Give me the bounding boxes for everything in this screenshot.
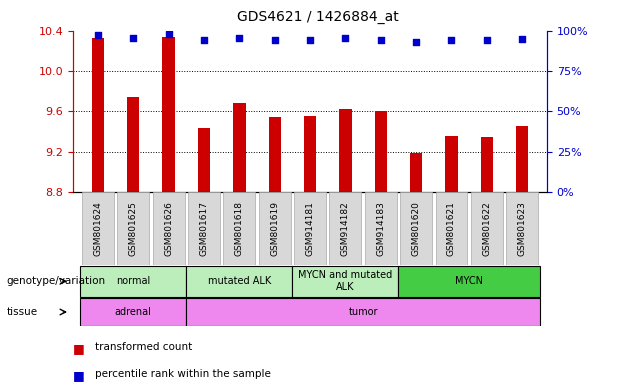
Bar (481, 137, 493, 192)
Text: GSM801625: GSM801625 (128, 201, 138, 256)
Bar (375, 111, 387, 192)
FancyBboxPatch shape (329, 192, 361, 265)
Point (446, 37, 457, 43)
Bar (92, 38, 104, 192)
Text: ■: ■ (73, 342, 85, 355)
Point (93, 31, 103, 38)
Bar (127, 97, 139, 192)
Text: transformed count: transformed count (95, 342, 193, 352)
Text: GSM801617: GSM801617 (200, 201, 209, 256)
Text: GSM801620: GSM801620 (411, 201, 420, 256)
Text: GSM801626: GSM801626 (164, 201, 173, 256)
FancyBboxPatch shape (153, 192, 184, 265)
Point (481, 37, 492, 43)
Text: GSM801624: GSM801624 (93, 201, 102, 256)
Point (340, 35, 350, 41)
Bar (339, 109, 352, 192)
Text: adrenal: adrenal (115, 307, 152, 317)
Bar (268, 118, 281, 192)
Text: GSM801623: GSM801623 (518, 201, 527, 256)
FancyBboxPatch shape (398, 266, 540, 297)
Point (517, 36, 527, 42)
FancyBboxPatch shape (471, 192, 503, 265)
Text: tissue: tissue (6, 307, 38, 317)
FancyBboxPatch shape (188, 192, 220, 265)
Text: percentile rank within the sample: percentile rank within the sample (95, 369, 272, 379)
Bar (410, 153, 422, 192)
Text: MYCN and mutated
ALK: MYCN and mutated ALK (298, 270, 392, 292)
Bar (233, 103, 245, 192)
FancyBboxPatch shape (259, 192, 291, 265)
Bar (445, 136, 458, 192)
Text: GDS4621 / 1426884_at: GDS4621 / 1426884_at (237, 10, 399, 23)
FancyBboxPatch shape (294, 192, 326, 265)
FancyBboxPatch shape (82, 192, 114, 265)
Text: tumor: tumor (349, 307, 378, 317)
Point (376, 37, 386, 43)
Text: MYCN: MYCN (455, 276, 483, 286)
Point (163, 31, 174, 37)
Bar (304, 116, 316, 192)
Point (411, 39, 421, 45)
Text: ■: ■ (73, 369, 85, 382)
FancyBboxPatch shape (365, 192, 397, 265)
Text: GSM801618: GSM801618 (235, 201, 244, 256)
Text: normal: normal (116, 276, 150, 286)
FancyBboxPatch shape (186, 266, 293, 297)
Point (270, 37, 280, 43)
FancyBboxPatch shape (506, 192, 538, 265)
Text: genotype/variation: genotype/variation (6, 276, 106, 286)
FancyBboxPatch shape (186, 298, 540, 326)
Point (305, 37, 315, 43)
Text: GSM801619: GSM801619 (270, 201, 279, 256)
Text: GSM801622: GSM801622 (482, 201, 492, 256)
Point (234, 35, 244, 41)
FancyBboxPatch shape (400, 192, 432, 265)
Text: GSM801621: GSM801621 (447, 201, 456, 256)
FancyBboxPatch shape (117, 192, 149, 265)
Text: GSM914182: GSM914182 (341, 201, 350, 256)
FancyBboxPatch shape (293, 266, 398, 297)
FancyBboxPatch shape (80, 298, 186, 326)
Bar (198, 129, 210, 192)
Text: GSM914183: GSM914183 (377, 201, 385, 256)
Bar (516, 126, 529, 192)
FancyBboxPatch shape (80, 266, 186, 297)
Bar (162, 37, 175, 192)
FancyBboxPatch shape (436, 192, 467, 265)
FancyBboxPatch shape (223, 192, 255, 265)
Point (199, 37, 209, 43)
Text: GSM914181: GSM914181 (305, 201, 315, 256)
Point (128, 35, 139, 41)
Text: mutated ALK: mutated ALK (208, 276, 271, 286)
